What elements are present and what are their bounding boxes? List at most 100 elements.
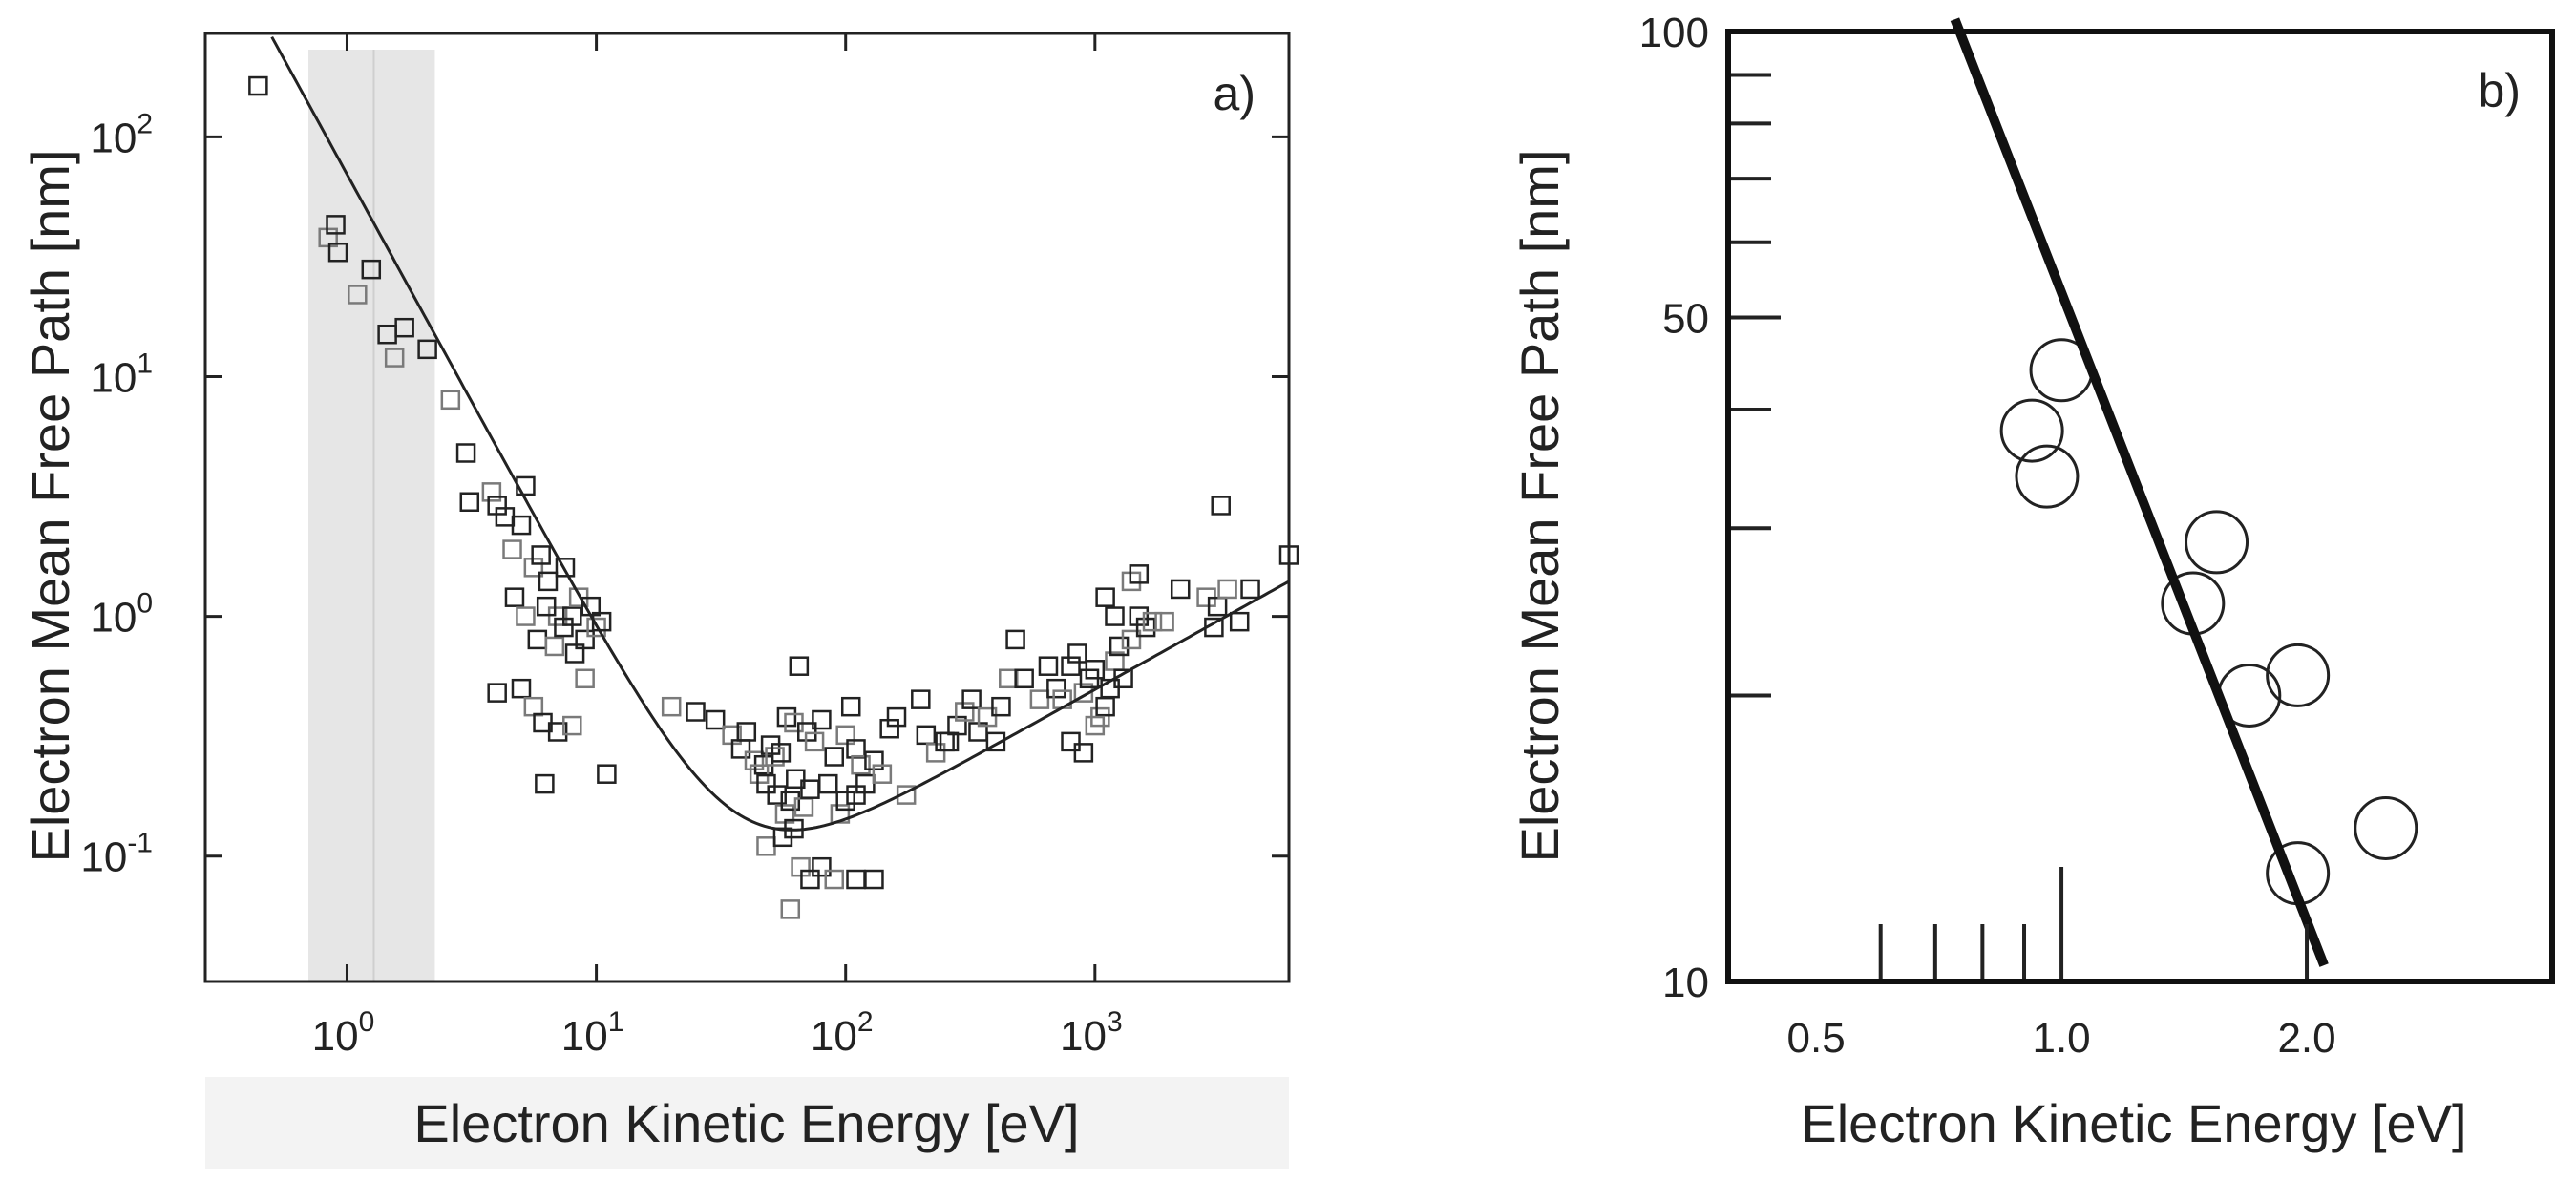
data-point [575,668,595,689]
data-point [502,539,522,559]
x-tick-label: 103 [1060,1006,1123,1060]
data-point [394,317,414,338]
x-tick-label: 2.0 [2277,1015,2335,1062]
data-point [1170,579,1191,600]
data-point [749,764,770,784]
panel-b-plot-frame [1725,29,2555,984]
data-point [661,696,682,717]
data-point [523,696,544,717]
data-point [511,678,532,699]
data-point [780,899,801,919]
data-point [846,869,866,890]
data-point [562,715,582,736]
data-point [916,725,937,746]
data-point [248,75,268,96]
data-point [955,702,975,722]
data-point [516,606,536,626]
data-point [1121,629,1142,650]
y-tick-label: 100 [1639,10,1709,56]
data-point [756,836,776,856]
panel-b-x-axis-label: Electron Kinetic Energy [eV] [1801,1093,2466,1153]
panel-a-shaded-region [308,50,435,981]
data-point [1211,496,1231,516]
data-point [1073,743,1094,763]
data-point [555,558,576,578]
data-point [1061,731,1081,752]
data-point [547,722,568,742]
data-point [527,629,548,650]
data-point [824,747,845,767]
data-point [1038,656,1059,676]
data-point [765,747,785,767]
y-tick-label: 102 [90,108,153,161]
chart-panel-a: 100 101 102 103 10-1 100 101 102 a) Electron Ki… [20,32,1299,1169]
data-point [800,869,820,890]
data-point [1095,587,1115,607]
y-tick-label: 10 [1662,960,1709,1006]
data-point [835,725,855,746]
data-point [767,785,787,805]
y-tick-label: 50 [1662,296,1709,343]
data-point [1154,611,1174,632]
data-point [1073,683,1094,703]
data-point [736,722,757,742]
data-point [1095,696,1115,717]
y-tick-label: 100 [90,588,153,642]
y-tick-label: 101 [90,348,153,401]
data-point [1240,579,1260,600]
data-point [2015,444,2080,509]
data-point [851,754,871,775]
data-point [991,696,1011,717]
data-point [531,545,551,565]
data-point [812,709,832,730]
x-tick-label: 100 [312,1006,375,1060]
panel-b-y-axis-label: Electron Mean Free Path [nm] [1510,149,1570,862]
data-point [511,515,532,536]
data-point [564,643,585,664]
data-point [455,443,476,463]
data-point [586,617,606,638]
data-point [597,764,617,784]
data-point [2354,795,2418,860]
data-point [1217,579,1237,600]
panel-b-fit-line [1950,17,2329,967]
panel-b-data-points [1999,338,2418,906]
data-point [1109,636,1130,657]
data-point [804,731,825,752]
x-tick-label: 0.5 [1787,1015,1846,1062]
data-point [384,348,405,368]
data-point [977,706,998,728]
data-point [911,689,931,709]
data-point [812,856,832,877]
data-point [1067,643,1087,664]
data-point [771,743,792,763]
data-point [504,587,525,607]
shaded-band [308,50,435,981]
data-point [440,390,461,411]
data-point [864,869,884,890]
data-point [756,773,776,794]
data-point [326,215,346,235]
data-point [535,773,555,794]
data-point [348,285,368,305]
data-point [459,492,480,513]
data-point [2185,510,2249,575]
data-point [487,683,507,703]
data-point [1207,596,1228,617]
data-point [835,791,855,812]
data-point [536,596,557,617]
data-point [818,773,838,794]
data-point [939,731,960,752]
data-point [1105,606,1125,626]
data-point [1029,689,1050,709]
panel-a-x-axis-label: Electron Kinetic Energy [eV] [413,1093,1079,1153]
panel-a-label: a) [1214,67,1256,120]
data-point [327,242,348,263]
chart-panel-b: 10 50 100 0.5 1.0 2.0 b) Electron Kinetic Ene… [1510,10,2555,1153]
data-point [1142,611,1163,632]
data-point [789,656,810,676]
y-tick-label: 10-1 [80,828,153,881]
data-point [1999,398,2064,463]
data-point [1085,660,1106,680]
